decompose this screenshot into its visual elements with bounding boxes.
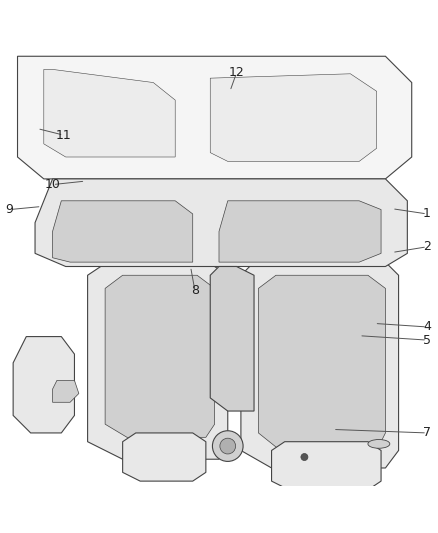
Polygon shape [219, 201, 381, 262]
Text: 8: 8 [191, 284, 199, 297]
Text: 12: 12 [229, 67, 244, 79]
Text: 5: 5 [423, 334, 431, 346]
Polygon shape [241, 258, 399, 468]
Polygon shape [18, 56, 412, 179]
Text: 2: 2 [423, 240, 431, 253]
Text: 7: 7 [423, 426, 431, 439]
Polygon shape [13, 336, 74, 433]
Text: 1: 1 [423, 207, 431, 221]
Circle shape [301, 454, 308, 461]
Polygon shape [258, 275, 385, 450]
Text: 9: 9 [6, 203, 14, 216]
Polygon shape [272, 442, 381, 490]
Ellipse shape [368, 440, 390, 448]
Polygon shape [53, 381, 79, 402]
Text: 11: 11 [56, 128, 71, 142]
Polygon shape [105, 275, 215, 437]
Polygon shape [123, 433, 206, 481]
Polygon shape [210, 266, 254, 411]
Text: 4: 4 [423, 320, 431, 334]
Polygon shape [210, 74, 377, 161]
Polygon shape [88, 258, 228, 459]
Polygon shape [44, 69, 175, 157]
Circle shape [212, 431, 243, 462]
Text: 10: 10 [45, 178, 60, 191]
Polygon shape [53, 201, 193, 262]
Circle shape [220, 438, 236, 454]
Polygon shape [35, 179, 407, 266]
